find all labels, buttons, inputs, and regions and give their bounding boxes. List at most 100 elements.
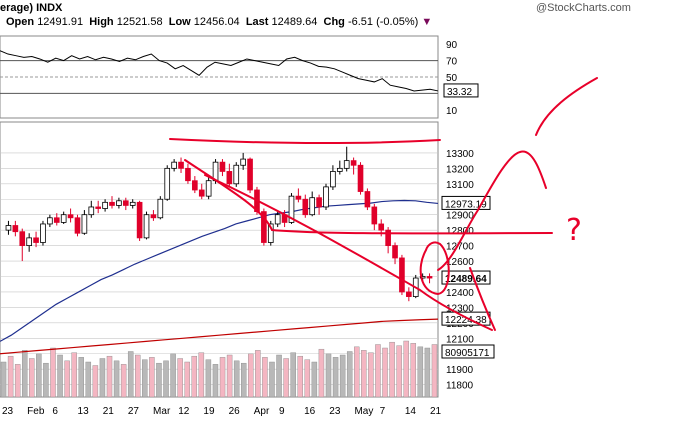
volume-bar bbox=[233, 360, 240, 398]
volume-bar bbox=[339, 354, 346, 398]
volume-bar bbox=[361, 350, 367, 398]
price-tick-label: 11800 bbox=[446, 381, 474, 392]
candle-body bbox=[164, 167, 171, 200]
volume-bar bbox=[283, 358, 289, 398]
price-panel: 1330013200131001300012900128001270012600… bbox=[0, 121, 495, 398]
candle-body bbox=[81, 214, 88, 234]
volume-value-box bbox=[441, 344, 495, 359]
ohlc-readout: Open 12491.91 High 12521.58 Low 12456.04… bbox=[6, 16, 432, 28]
volume-bar bbox=[36, 353, 42, 398]
chg-value: -6.51 (-0.05%) bbox=[347, 16, 419, 28]
candle-body bbox=[150, 214, 157, 219]
candle-body bbox=[392, 245, 398, 259]
volume-bar bbox=[297, 355, 303, 398]
candle-body bbox=[343, 160, 350, 169]
candle-body bbox=[102, 201, 108, 209]
x-tick-label: May bbox=[354, 406, 373, 417]
last-price-label: 12489.64 bbox=[445, 274, 487, 285]
volume-bar bbox=[43, 362, 49, 398]
chart-symbol-title: erage) INDX bbox=[0, 2, 63, 14]
ma200-label: 12224.38 bbox=[445, 315, 487, 326]
x-tick-label: Apr bbox=[254, 406, 270, 417]
x-tick-label: 19 bbox=[203, 406, 215, 417]
price-tick-label: 12600 bbox=[446, 257, 474, 268]
candle-body bbox=[426, 276, 433, 279]
candle-body bbox=[116, 200, 122, 206]
candle-body bbox=[185, 167, 191, 182]
volume-bar bbox=[396, 345, 402, 398]
volume-bar bbox=[14, 364, 21, 398]
x-tick-label: 6 bbox=[52, 406, 58, 417]
chg-label: Chg bbox=[323, 16, 345, 28]
candle-body bbox=[109, 201, 115, 206]
x-tick-label: 16 bbox=[304, 406, 316, 417]
candle-body bbox=[40, 223, 46, 243]
candle-body bbox=[143, 214, 150, 239]
candle-body bbox=[19, 231, 26, 246]
candle-body bbox=[226, 171, 233, 185]
volume-bar bbox=[113, 360, 120, 398]
volume-bar bbox=[191, 355, 198, 398]
candle-body bbox=[157, 198, 164, 219]
volume-bar bbox=[269, 361, 275, 398]
volume-bar bbox=[85, 361, 92, 398]
volume-bar bbox=[78, 357, 84, 398]
volume-bar bbox=[389, 341, 395, 398]
candle-body bbox=[60, 214, 67, 223]
rsi-tick-label: 70 bbox=[446, 57, 458, 68]
candle-body bbox=[136, 201, 143, 239]
volume-bar bbox=[431, 344, 438, 398]
candle-body bbox=[74, 217, 81, 234]
annotation-stroke bbox=[204, 174, 493, 331]
high-value: 12521.58 bbox=[116, 16, 163, 28]
volume-bar bbox=[403, 340, 409, 398]
down-arrow-icon: ▼ bbox=[421, 16, 433, 28]
volume-bar bbox=[248, 353, 254, 398]
price-tick-label: 12800 bbox=[446, 226, 474, 237]
x-tick-label: 14 bbox=[405, 406, 417, 417]
volume-bar bbox=[255, 350, 261, 398]
candle-body bbox=[336, 167, 343, 172]
volume-bar bbox=[142, 359, 148, 398]
last-label: Last bbox=[245, 16, 269, 28]
x-tick-label: 23 bbox=[2, 406, 14, 417]
volume-value-label: 80905171 bbox=[445, 348, 490, 359]
volume-bar bbox=[205, 359, 212, 398]
last-price-box bbox=[441, 270, 491, 285]
annotation-stroke bbox=[169, 138, 441, 144]
volume-bar bbox=[290, 352, 296, 398]
volume-bar bbox=[410, 343, 417, 398]
candle-body bbox=[267, 223, 274, 243]
volume-bar bbox=[262, 357, 268, 398]
volume-bar bbox=[29, 358, 35, 398]
volume-bar bbox=[346, 351, 353, 398]
rsi-current-box bbox=[443, 83, 479, 98]
volume-bar bbox=[311, 361, 318, 398]
volume-bar bbox=[127, 351, 134, 398]
rsi-tick-label: 10 bbox=[446, 106, 458, 117]
annotation-stroke bbox=[437, 150, 547, 271]
candle-body bbox=[205, 180, 212, 197]
price-tick-label: 12400 bbox=[446, 288, 474, 299]
candle-body bbox=[53, 217, 60, 223]
volume-bar bbox=[135, 354, 141, 398]
candle-body bbox=[26, 237, 32, 246]
x-tick-label: 7 bbox=[380, 406, 386, 417]
candle-body bbox=[12, 225, 19, 233]
volume-bar bbox=[304, 359, 311, 398]
volume-bar bbox=[424, 347, 431, 398]
volume-bar bbox=[156, 362, 162, 398]
candle-body bbox=[95, 206, 102, 209]
volume-bar bbox=[50, 347, 56, 398]
candle-body bbox=[233, 164, 240, 185]
volume-bar bbox=[276, 354, 282, 398]
x-axis: 23 Feb 6 13 21 27 Mar 12 19 26 Apr 9 16 23 May 7 14 21 bbox=[2, 406, 442, 417]
volume-bar bbox=[375, 344, 381, 398]
price-tick-label: 12300 bbox=[446, 303, 474, 314]
volume-bar bbox=[106, 355, 113, 398]
open-label: Open bbox=[6, 16, 35, 28]
volume-bar bbox=[120, 364, 127, 398]
x-tick-label: 27 bbox=[128, 406, 140, 417]
volume-bar bbox=[240, 362, 247, 398]
